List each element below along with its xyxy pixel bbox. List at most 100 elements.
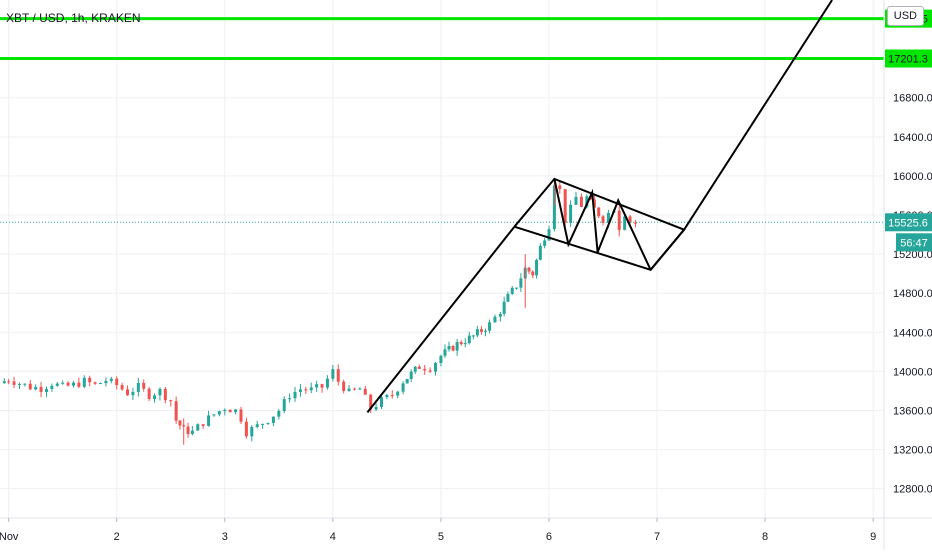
candle-body <box>55 383 59 386</box>
candle-body <box>315 384 319 388</box>
price-axis[interactable]: 12800.0 13200.0 13600.0 14000.0 14400.0 14800… <box>883 0 932 550</box>
candle-body <box>451 345 455 351</box>
candle-body <box>374 406 378 410</box>
candle-body <box>563 189 567 223</box>
y-tick-label: 16400.0 <box>893 132 932 144</box>
x-tick-label: 4 <box>330 531 336 543</box>
candle-body <box>506 293 510 302</box>
candle-body <box>126 389 130 396</box>
candle-body <box>77 382 81 387</box>
candle-body <box>628 216 632 223</box>
drawing-overlays[interactable] <box>0 0 884 414</box>
candle-body <box>547 229 551 241</box>
candle-body <box>228 409 232 413</box>
candle-body <box>552 185 556 230</box>
y-tick-label: 15200.0 <box>893 249 932 261</box>
candle-body <box>498 313 502 317</box>
x-tick-label: 8 <box>762 531 768 543</box>
time-axis[interactable]: Nov 2 3 4 5 6 7 8 9 <box>0 517 932 543</box>
candle-body <box>190 430 194 435</box>
candle-body <box>104 380 108 384</box>
x-tick-label: Nov <box>0 531 19 543</box>
candle-body <box>543 240 547 246</box>
candle-body <box>71 382 75 386</box>
candle-body <box>396 391 400 396</box>
candle-body <box>527 267 531 272</box>
candle-body <box>2 381 6 384</box>
candle-body <box>459 342 463 345</box>
price-series <box>0 177 884 445</box>
candle-body <box>502 301 506 314</box>
candle-body <box>147 388 151 400</box>
candle-body <box>447 345 451 350</box>
candle-body <box>120 385 124 390</box>
pattern-projection-line[interactable] <box>649 0 833 271</box>
y-tick-label: 14400.0 <box>893 327 932 339</box>
candle-body <box>417 366 421 369</box>
candle-body <box>196 424 200 431</box>
countdown-label: 56:47 <box>900 237 928 249</box>
candle-body <box>186 426 190 435</box>
candle-body <box>261 423 265 425</box>
candle-body <box>483 330 487 332</box>
candle-body <box>363 388 367 395</box>
candle-body <box>7 381 11 383</box>
candle-body <box>66 382 70 386</box>
candle-body <box>510 287 514 294</box>
candle-body <box>538 245 542 260</box>
candle-body <box>405 378 409 384</box>
y-tick-label: 13600.0 <box>893 405 932 417</box>
candle-body <box>212 414 216 416</box>
candle-body <box>623 216 627 230</box>
countdown-tag <box>896 233 932 252</box>
candle-body <box>282 399 286 412</box>
level-price-tag <box>885 49 932 68</box>
candle-body <box>174 401 178 421</box>
candle-body <box>82 377 86 387</box>
candle-body <box>207 415 211 426</box>
candle-body <box>569 204 573 223</box>
current-price-label: 15525.6 <box>888 217 928 229</box>
candle-body <box>585 196 589 207</box>
level-price-label: 17201.3 <box>888 54 928 66</box>
candle-body <box>519 278 523 288</box>
candle-body <box>488 322 492 331</box>
candle-body <box>358 388 362 390</box>
candle-body <box>434 362 438 372</box>
candle-body <box>479 329 483 332</box>
candle-body <box>475 329 479 336</box>
x-tick-label: 9 <box>870 531 876 543</box>
candle-body <box>385 394 389 398</box>
candle-body <box>401 383 405 392</box>
candle-body <box>439 355 443 363</box>
candle-body <box>413 366 417 372</box>
candle-body <box>250 426 254 437</box>
currency-button[interactable]: USD <box>886 6 924 26</box>
candle-body <box>61 382 65 384</box>
candle-body <box>277 411 281 417</box>
y-tick-label: 16800.0 <box>893 93 932 105</box>
current-price-tag <box>885 213 932 232</box>
y-tick-label: 12800.0 <box>893 484 932 496</box>
symbol-title[interactable]: XBT / USD, 1h, KRAKEN <box>6 11 141 25</box>
pattern-pole-line[interactable] <box>366 226 516 414</box>
candle-body <box>601 216 605 223</box>
candle-body <box>633 222 637 224</box>
pattern-zigzag-line[interactable] <box>553 178 652 271</box>
candle-body <box>535 259 539 276</box>
candle-body <box>347 388 351 391</box>
candle-body <box>331 369 335 379</box>
candle-body <box>574 196 578 205</box>
candle-body <box>131 391 135 396</box>
candle-body <box>223 409 227 412</box>
candle-body <box>39 386 43 392</box>
chart-grid <box>0 0 884 518</box>
candle-body <box>558 185 562 190</box>
candle-body <box>255 424 259 427</box>
candle-body <box>99 383 103 385</box>
candle-body <box>352 388 356 390</box>
candle-body <box>234 409 238 413</box>
candle-body <box>201 424 205 426</box>
